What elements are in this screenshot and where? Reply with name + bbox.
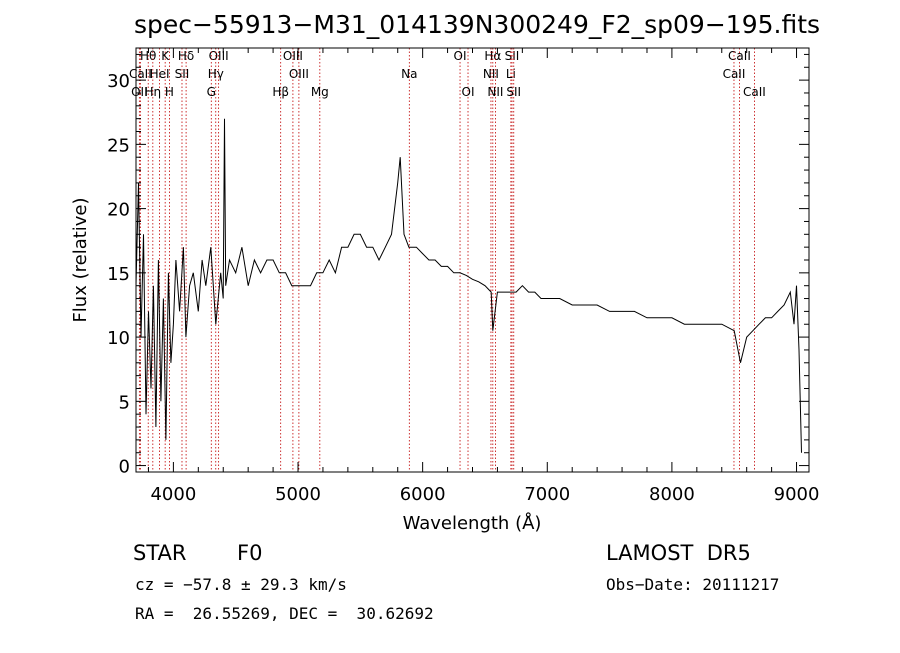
y-tick-label: 25 — [107, 135, 130, 156]
x-axis-label: Wavelength (Å) — [403, 512, 542, 534]
line-label: NII — [487, 85, 503, 99]
survey-label: LAMOST DR5 — [606, 541, 751, 565]
line-label: K — [161, 49, 170, 63]
line-label: CaII — [129, 67, 152, 81]
line-label: SII — [506, 85, 521, 99]
y-tick-label: 0 — [119, 457, 130, 478]
x-tick-label: 6000 — [400, 484, 446, 505]
line-label: OIII — [283, 49, 303, 63]
line-label: Mg — [311, 85, 329, 99]
line-label: CaII — [723, 67, 746, 81]
line-label: OII — [131, 85, 148, 99]
y-tick-label: 30 — [107, 71, 130, 92]
ra-dec: RA = 26.55269, DEC = 30.62692 — [135, 604, 434, 623]
line-label: OI — [454, 49, 467, 63]
line-label: OIII — [289, 67, 309, 81]
line-label: Hβ — [272, 85, 289, 99]
line-label: Na — [401, 67, 417, 81]
x-tick-label: 5000 — [275, 484, 321, 505]
line-label: Hα — [484, 49, 501, 63]
line-label: NII — [483, 67, 499, 81]
plot-frame — [135, 47, 810, 473]
x-tick-label: 9000 — [774, 484, 820, 505]
line-label: H — [165, 85, 174, 99]
line-label: OI — [462, 85, 475, 99]
object-class: STAR — [133, 541, 186, 565]
observation-date: Obs−Date: 20111217 — [606, 575, 779, 594]
y-tick-label: 5 — [119, 392, 130, 413]
line-label: Hδ — [178, 49, 194, 63]
line-label: Hθ — [140, 49, 156, 63]
line-label: CaII — [728, 49, 751, 63]
x-tick-label: 8000 — [649, 484, 695, 505]
axis-ticks: 4000 5000 6000 7000 8000 9000 0 5 10 15 20 25 30 — [107, 48, 819, 505]
line-label: CaII — [743, 85, 766, 99]
spectrum-line — [135, 118, 802, 453]
object-subclass: F0 — [237, 541, 262, 565]
line-label: Li — [506, 67, 516, 81]
line-label: SII — [175, 67, 190, 81]
line-label: G — [207, 85, 216, 99]
line-label: HeI — [150, 67, 170, 81]
y-axis-label: Flux (relative) — [70, 197, 91, 322]
y-tick-label: 20 — [107, 200, 130, 221]
y-tick-label: 10 — [107, 328, 130, 349]
y-tick-label: 15 — [107, 264, 130, 285]
x-tick-label: 7000 — [524, 484, 570, 505]
line-label: Hγ — [208, 67, 224, 81]
line-label: SII — [505, 49, 520, 63]
chart-title: spec−55913−M31_014139N300249_F2_sp09−195… — [134, 10, 820, 39]
x-tick-label: 4000 — [150, 484, 196, 505]
line-label: Hη — [145, 85, 162, 99]
redshift-cz: cz = −57.8 ± 29.3 km/s — [135, 575, 347, 594]
